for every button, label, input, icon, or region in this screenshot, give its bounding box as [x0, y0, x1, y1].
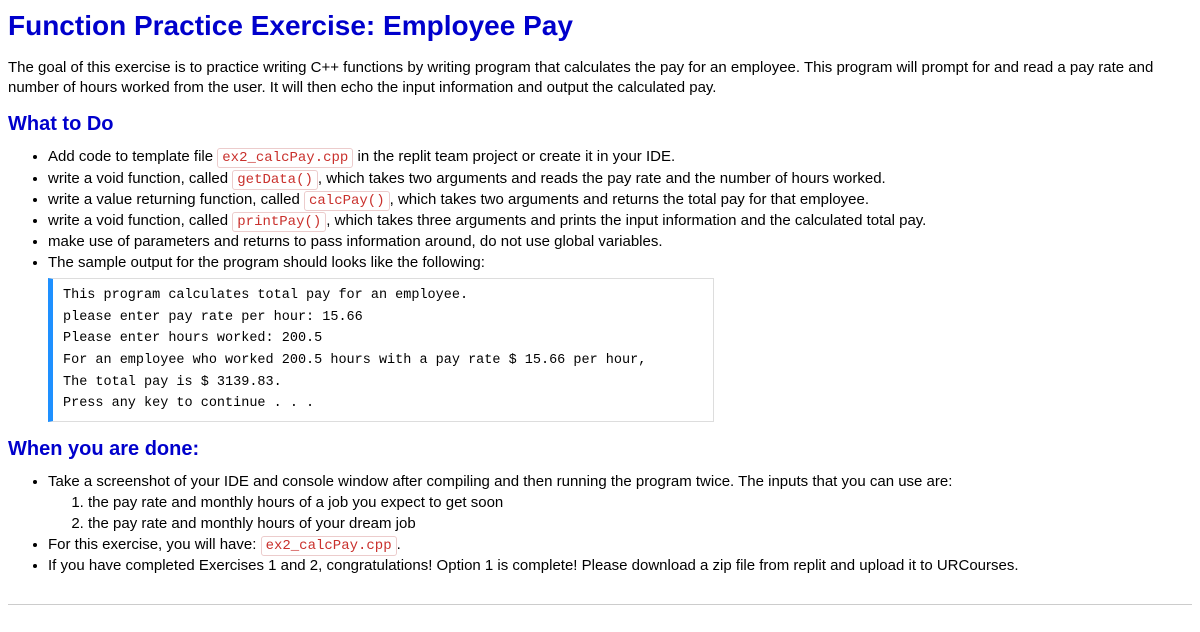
- text: write a value returning function, called: [48, 191, 304, 208]
- code-function: printPay(): [232, 212, 326, 232]
- done-list: Take a screenshot of your IDE and consol…: [8, 472, 1192, 576]
- list-item: write a void function, called getData(),…: [48, 169, 1192, 189]
- text: For this exercise, you will have:: [48, 536, 261, 553]
- text: Take a screenshot of your IDE and consol…: [48, 473, 952, 490]
- list-item: The sample output for the program should…: [48, 253, 1192, 273]
- list-item: If you have completed Exercises 1 and 2,…: [48, 556, 1192, 576]
- code-function: getData(): [232, 170, 318, 190]
- list-item: write a void function, called printPay()…: [48, 211, 1192, 231]
- intro-paragraph: The goal of this exercise is to practice…: [8, 58, 1192, 97]
- text: in the replit team project or create it …: [353, 148, 675, 165]
- page-title: Function Practice Exercise: Employee Pay: [8, 8, 1192, 44]
- text: write a void function, called: [48, 212, 232, 229]
- when-done-heading: When you are done:: [8, 436, 1192, 462]
- code-function: calcPay(): [304, 191, 390, 211]
- code-filename: ex2_calcPay.cpp: [261, 536, 397, 556]
- text: .: [397, 536, 401, 553]
- what-to-do-heading: What to Do: [8, 111, 1192, 137]
- text: , which takes three arguments and prints…: [326, 212, 926, 229]
- list-item: Take a screenshot of your IDE and consol…: [48, 472, 1192, 534]
- text: , which takes two arguments and returns …: [390, 191, 869, 208]
- list-item: the pay rate and monthly hours of your d…: [88, 514, 1192, 534]
- text: write a void function, called: [48, 170, 232, 187]
- todo-list: Add code to template file ex2_calcPay.cp…: [8, 147, 1192, 272]
- list-item: write a value returning function, called…: [48, 190, 1192, 210]
- list-item: the pay rate and monthly hours of a job …: [88, 493, 1192, 513]
- sample-output-block: This program calculates total pay for an…: [48, 278, 714, 422]
- divider: [8, 604, 1192, 605]
- list-item: For this exercise, you will have: ex2_ca…: [48, 535, 1192, 555]
- code-filename: ex2_calcPay.cpp: [217, 148, 353, 168]
- list-item: Add code to template file ex2_calcPay.cp…: [48, 147, 1192, 167]
- text: Add code to template file: [48, 148, 217, 165]
- sub-list: the pay rate and monthly hours of a job …: [48, 493, 1192, 533]
- list-item: make use of parameters and returns to pa…: [48, 232, 1192, 252]
- text: , which takes two arguments and reads th…: [318, 170, 886, 187]
